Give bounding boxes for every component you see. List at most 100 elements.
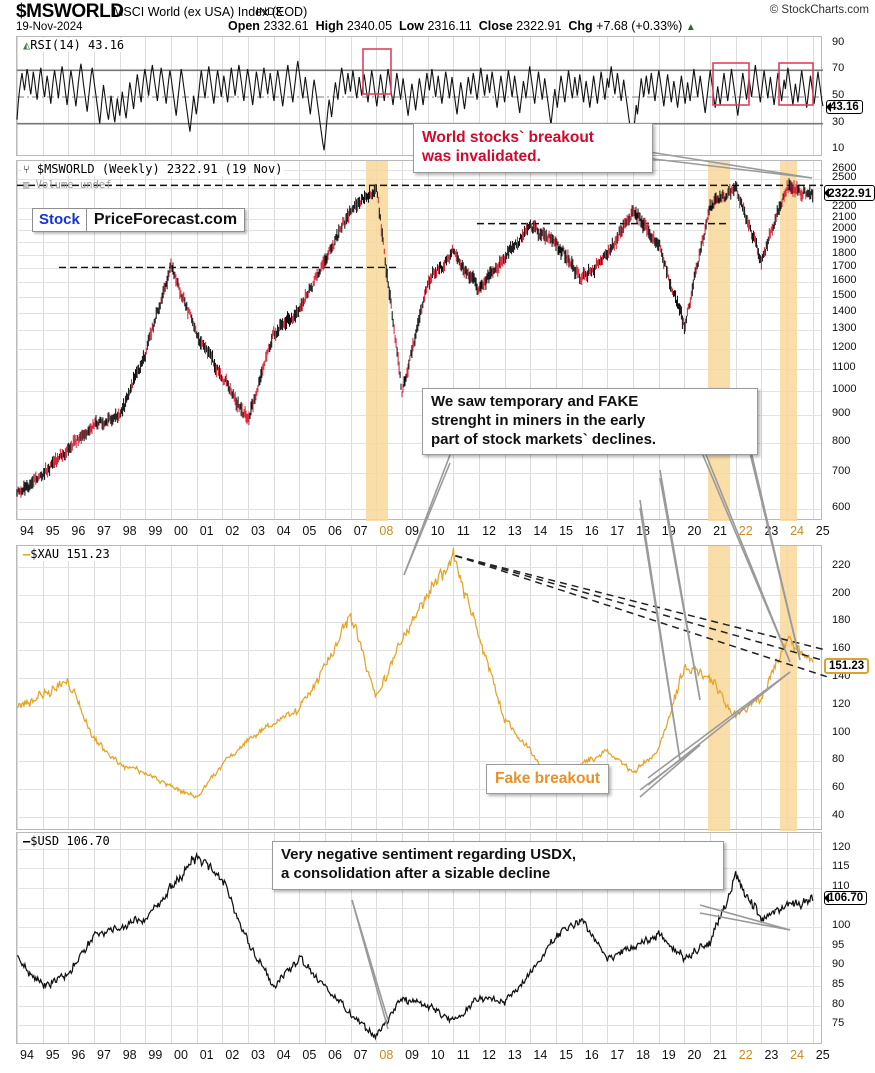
- x-axis-tick-00: 00: [174, 1048, 188, 1062]
- axis-tick-label: 100: [832, 919, 851, 932]
- volume-undef-label: ▥ Volume undef: [23, 179, 112, 191]
- x-axis-tick-23: 23: [764, 524, 779, 538]
- x-axis-tick-14: 14: [533, 1048, 548, 1062]
- axis-tick-label: 70: [832, 62, 845, 75]
- x-axis-tick-99: 99: [148, 524, 163, 538]
- axis-tick-label: 120: [832, 840, 851, 853]
- x-axis-tick-07: 07: [353, 524, 368, 538]
- x-axis-tick-09: 09: [405, 524, 419, 538]
- brand-site-label: PriceForecast.com: [86, 208, 246, 232]
- axis-tick-label: 2100: [832, 211, 857, 224]
- open-label: Open: [228, 19, 260, 33]
- axis-tick-label: 75: [832, 1017, 845, 1030]
- x-axis-tick-04: 04: [276, 524, 291, 538]
- axis-tick-label: 2500: [832, 170, 857, 183]
- x-axis-tick-02: 02: [225, 524, 240, 538]
- x-axis-tick-07: 07: [353, 1048, 368, 1062]
- stockcharts-credit: © StockCharts.com: [769, 4, 869, 16]
- x-axis-tick-09: 09: [405, 1048, 419, 1062]
- axis-tick-label: 100: [832, 725, 851, 738]
- x-axis-tick-19: 19: [661, 1048, 676, 1062]
- axis-tick-label: 1900: [832, 234, 857, 247]
- x-axis-tick-97: 97: [97, 1048, 111, 1062]
- x-axis-tick-06: 06: [328, 524, 342, 538]
- usd-x-axis: 94 95 96 97 98 99 00 01 02 03 04 05 06 07 08 09 10 11 12 13…: [16, 1046, 830, 1064]
- x-axis-tick-99: 99: [148, 1048, 163, 1062]
- x-axis-tick-20: 20: [687, 524, 702, 538]
- axis-tick-label: 115: [832, 860, 850, 873]
- axis-tick-label: 1600: [832, 274, 857, 287]
- usd-series-label: —$USD 106.70: [21, 834, 112, 848]
- x-axis-tick-95: 95: [45, 1048, 60, 1062]
- chg-label: Chg: [568, 19, 593, 33]
- x-axis-tick-95: 95: [45, 524, 60, 538]
- axis-tick-label: 10: [832, 142, 845, 155]
- x-axis-tick-05: 05: [302, 524, 317, 538]
- price-value-tag: 2322.91: [824, 185, 875, 201]
- axis-tick-label: 80: [832, 753, 845, 766]
- axis-tick-label: 60: [832, 781, 845, 794]
- symbol-description: MSCI World (ex USA) Index (EOD): [113, 5, 308, 19]
- axis-tick-label: 2600: [832, 161, 857, 174]
- x-axis-tick-21: 21: [713, 1048, 727, 1062]
- axis-tick-label: 180: [832, 614, 851, 627]
- low-label: Low: [398, 19, 424, 33]
- x-axis-tick-97: 97: [97, 524, 111, 538]
- x-axis-tick-18: 18: [636, 1048, 650, 1062]
- x-axis-tick-01: 01: [199, 524, 214, 538]
- axis-tick-label: 1700: [832, 260, 857, 273]
- x-axis-tick-98: 98: [122, 524, 137, 538]
- ohlc-quote-bar: Open 2332.61 High 2340.05 Low 2316.11 Cl…: [228, 19, 696, 33]
- x-axis-tick-14: 14: [533, 524, 548, 538]
- annotation-fake-breakout: Fake breakout: [486, 764, 610, 795]
- x-axis-tick-10: 10: [430, 1048, 445, 1062]
- x-axis-tick-15: 15: [559, 1048, 573, 1062]
- axis-tick-label: 700: [832, 465, 851, 478]
- low-value: 2316.11: [427, 19, 472, 33]
- usd-plot: [16, 851, 814, 1041]
- x-axis-tick-22: 22: [738, 1048, 753, 1062]
- open-value: 2332.61: [263, 19, 309, 33]
- axis-tick-label: 160: [832, 642, 851, 655]
- x-axis-tick-24: 24: [790, 1048, 805, 1062]
- price-x-axis: 94 95 96 97 98 99 00 01 02 03 04 05 06 07 08 09 10 11 12 13…: [16, 522, 830, 540]
- axis-tick-label: 1300: [832, 322, 857, 335]
- axis-tick-label: 120: [832, 697, 851, 710]
- x-axis-tick-16: 16: [584, 524, 599, 538]
- x-axis-tick-04: 04: [276, 1048, 291, 1062]
- rsi-value-tag: 43.16: [826, 100, 863, 114]
- axis-tick-label: 90: [832, 958, 845, 971]
- x-axis-tick-13: 13: [507, 1048, 522, 1062]
- symbol-ticker: $MSWORLD: [16, 1, 124, 22]
- chg-value: +7.68 (+0.33%): [596, 19, 683, 33]
- x-axis-tick-05: 05: [302, 1048, 317, 1062]
- x-axis-tick-22: 22: [738, 524, 753, 538]
- rsi-panel: ◭RSI(14) 43.16: [16, 36, 824, 156]
- axis-tick-label: 900: [832, 407, 851, 420]
- chart-header: $MSWORLD MSCI World (ex USA) Index (EOD)…: [0, 0, 875, 34]
- change-up-arrow: ▲: [685, 22, 696, 33]
- axis-tick-label: 600: [832, 501, 851, 514]
- axis-tick-label: 1000: [832, 382, 857, 395]
- brand-watermark: Stock PriceForecast.com: [32, 208, 246, 232]
- axis-tick-label: 80: [832, 997, 845, 1010]
- x-axis-tick-21: 21: [713, 524, 727, 538]
- axis-tick-label: 2200: [832, 200, 857, 213]
- x-axis-tick-11: 11: [456, 524, 470, 538]
- symbol-exchange: INDX: [256, 6, 283, 18]
- xau-series-label: —$XAU 151.23: [21, 547, 112, 561]
- axis-tick-label: 2000: [832, 222, 857, 235]
- x-axis-tick-12: 12: [482, 1048, 496, 1062]
- x-axis-tick-11: 11: [456, 1048, 470, 1062]
- x-axis-tick-98: 98: [122, 1048, 137, 1062]
- x-axis-tick-16: 16: [584, 1048, 599, 1062]
- x-axis-tick-12: 12: [482, 524, 496, 538]
- annotation-usdx-sentiment: Very negative sentiment regarding USDX, …: [272, 841, 724, 890]
- axis-tick-label: 1500: [832, 289, 857, 302]
- x-axis-tick-19: 19: [661, 524, 676, 538]
- annotation-world-stocks-breakout: World stocks` breakout was invalidated.: [413, 123, 653, 173]
- axis-tick-label: 1800: [832, 246, 857, 259]
- axis-tick-label: 1100: [832, 360, 856, 373]
- xau-plot: [16, 546, 827, 831]
- x-axis-tick-06: 06: [328, 1048, 342, 1062]
